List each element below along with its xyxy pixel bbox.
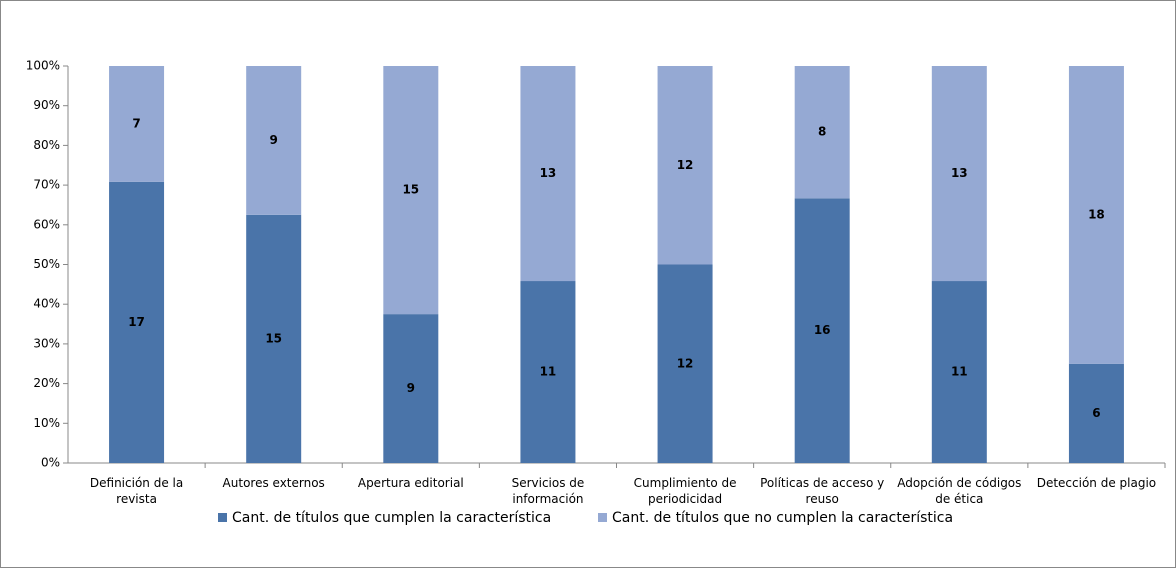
y-tick-label: 20% xyxy=(33,376,60,390)
x-tick-label: Apertura editorial xyxy=(357,476,464,490)
bar-segment xyxy=(383,314,439,463)
y-tick-label: 10% xyxy=(33,416,60,430)
y-tick-label: 0% xyxy=(41,456,60,470)
legend-swatch xyxy=(598,513,607,522)
bar-segment xyxy=(383,66,439,315)
bar-segment xyxy=(1068,66,1124,364)
bar-segment xyxy=(931,281,987,463)
y-tick-label: 70% xyxy=(33,178,60,192)
data-label: 11 xyxy=(540,365,557,379)
data-label: 16 xyxy=(814,323,831,337)
data-label: 7 xyxy=(132,116,140,130)
bar-segment xyxy=(109,66,165,182)
data-label: 15 xyxy=(265,331,282,345)
data-label: 13 xyxy=(951,166,968,180)
data-label: 12 xyxy=(677,158,694,172)
bar-segment xyxy=(1068,363,1124,463)
legend-label: Cant. de títulos que no cumplen la carac… xyxy=(612,510,953,526)
x-tick-label: Servicios de información xyxy=(511,476,585,506)
y-tick-label: 80% xyxy=(33,138,60,152)
x-tick-label: Adopción de códigos de ética xyxy=(897,476,1022,506)
data-label: 13 xyxy=(540,166,557,180)
y-tick-label: 60% xyxy=(33,217,60,231)
y-tick-label: 90% xyxy=(33,98,60,112)
bar-segment xyxy=(246,66,302,215)
bar-segment xyxy=(657,264,713,463)
bar-segment xyxy=(657,66,713,265)
data-label: 6 xyxy=(1092,406,1100,420)
data-label: 12 xyxy=(677,356,694,370)
bar-segment xyxy=(109,181,165,463)
bar-segment xyxy=(520,66,576,282)
data-label: 11 xyxy=(951,365,968,379)
y-tick-label: 50% xyxy=(33,257,60,271)
data-label: 9 xyxy=(407,381,415,395)
bar-segment xyxy=(246,214,302,463)
bar-segment xyxy=(794,66,850,199)
bar-segment xyxy=(794,198,850,464)
legend-swatch xyxy=(218,513,227,522)
bar-segment xyxy=(520,281,576,463)
x-tick-label: Cumplimiento de periodicidad xyxy=(633,476,737,506)
bar-segment xyxy=(931,66,987,282)
y-tick-label: 40% xyxy=(33,297,60,311)
x-tick-label: Políticas de acceso y reuso xyxy=(760,476,885,506)
x-tick-label: Definición de la revista xyxy=(89,476,184,506)
data-label: 15 xyxy=(402,183,419,197)
x-tick-label: Detección de plagio xyxy=(1036,476,1157,490)
y-tick-label: 30% xyxy=(33,336,60,350)
y-tick-label: 100% xyxy=(26,59,60,73)
x-tick-label: Autores externos xyxy=(222,476,325,490)
data-label: 9 xyxy=(270,133,278,147)
data-label: 8 xyxy=(818,125,826,139)
data-label: 18 xyxy=(1088,207,1105,221)
data-label: 17 xyxy=(128,315,145,329)
legend-label: Cant. de títulos que cumplen la caracter… xyxy=(232,510,551,526)
